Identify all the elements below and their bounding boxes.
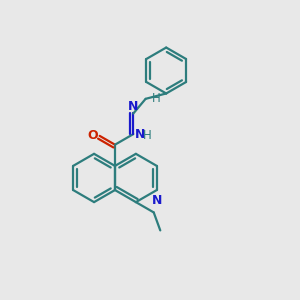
Text: N: N (135, 128, 145, 141)
Text: H: H (143, 129, 152, 142)
Text: H: H (152, 92, 160, 105)
Text: N: N (128, 100, 139, 113)
Text: N: N (152, 194, 162, 207)
Text: O: O (88, 129, 98, 142)
